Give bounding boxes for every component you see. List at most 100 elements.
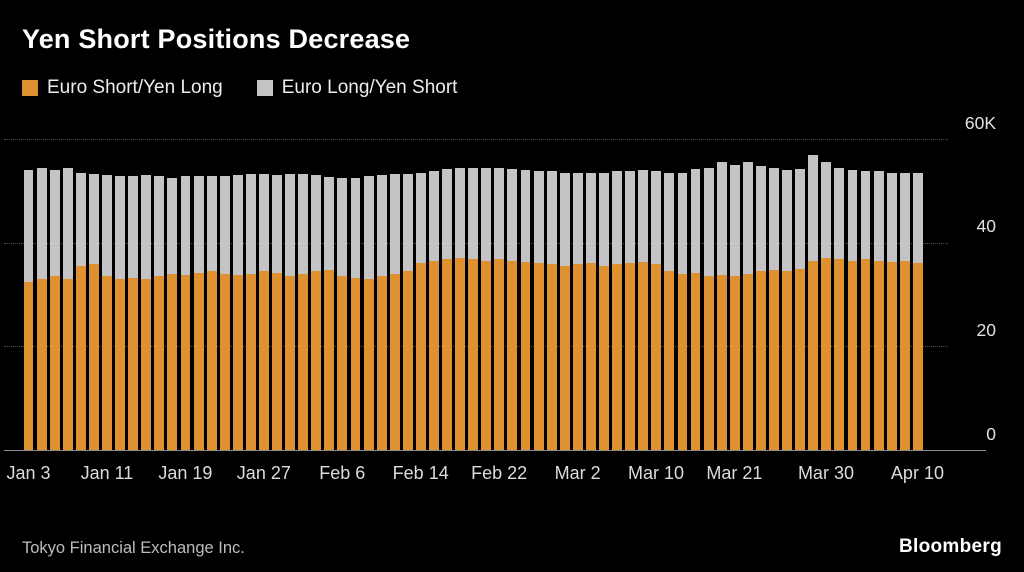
bar-segment-euro-short-yen-long — [141, 278, 152, 450]
bars-layer — [22, 139, 924, 450]
bar-segment-euro-short-yen-long — [429, 260, 439, 450]
bar-segment-euro-long-yen-short — [193, 176, 204, 273]
bar-jan-18 — [166, 139, 179, 450]
bar-feb-6 — [336, 139, 349, 450]
bar-segment-euro-long-yen-short — [899, 172, 910, 261]
y-axis: 60K 40 20 0 — [924, 114, 1002, 450]
bar-segment-euro-short-yen-long — [88, 264, 99, 450]
bar-segment-euro-short-yen-long — [219, 273, 230, 450]
bar-mar-9 — [637, 139, 650, 450]
bar-segment-euro-long-yen-short — [232, 175, 243, 275]
bar-segment-euro-short-yen-long — [128, 277, 139, 450]
bar-mar-13 — [663, 139, 676, 450]
gridline-60 — [4, 139, 948, 140]
bar-segment-euro-long-yen-short — [62, 167, 73, 279]
bar-segment-euro-short-yen-long — [102, 276, 112, 450]
bar-segment-euro-long-yen-short — [795, 168, 806, 269]
bar-apr-6 — [885, 139, 898, 450]
bar-mar-23 — [754, 139, 767, 450]
bar-segment-euro-long-yen-short — [442, 168, 452, 260]
bar-jan-26 — [244, 139, 257, 450]
bar-segment-euro-short-yen-long — [376, 276, 387, 450]
bar-feb-16 — [441, 139, 454, 450]
y-axis-label-60K: 60K — [964, 112, 996, 133]
chart-title: Yen Short Positions Decrease — [22, 24, 411, 54]
bloomberg-logo: Bloomberg — [899, 536, 1002, 557]
bar-mar-3 — [584, 139, 597, 450]
bar-segment-euro-short-yen-long — [755, 271, 766, 450]
x-axis-label-mar-30: Mar 30 — [797, 463, 854, 483]
x-axis-baseline — [4, 450, 986, 451]
bar-jan-12 — [114, 139, 127, 450]
bar-segment-euro-short-yen-long — [769, 269, 779, 450]
bar-feb-23 — [506, 139, 519, 450]
bar-segment-euro-short-yen-long — [677, 273, 688, 450]
bar-segment-euro-long-yen-short — [455, 167, 466, 259]
bar-segment-euro-short-yen-long — [245, 273, 256, 450]
bar-feb-3 — [323, 139, 336, 450]
legend-swatch-orange — [22, 80, 38, 96]
bar-segment-euro-long-yen-short — [36, 167, 47, 279]
x-axis-label-feb-22: Feb 22 — [471, 463, 528, 483]
bar-segment-euro-short-yen-long — [795, 268, 806, 450]
bar-segment-euro-short-yen-long — [638, 262, 649, 450]
bar-jan-9 — [74, 139, 87, 450]
x-axis-label-mar-2: Mar 2 — [554, 463, 601, 483]
bar-segment-euro-short-yen-long — [742, 273, 753, 450]
bar-mar-29 — [807, 139, 820, 450]
bar-feb-27 — [532, 139, 545, 450]
bar-segment-euro-long-yen-short — [468, 167, 479, 260]
bar-segment-euro-long-yen-short — [245, 174, 256, 274]
bar-segment-euro-short-yen-long — [481, 260, 492, 450]
bar-segment-euro-long-yen-short — [49, 170, 60, 277]
bar-segment-euro-long-yen-short — [886, 172, 897, 263]
bar-segment-euro-short-yen-long — [821, 258, 832, 450]
bar-segment-euro-long-yen-short — [141, 175, 152, 279]
bar-segment-euro-long-yen-short — [128, 176, 139, 278]
bar-mar-31 — [833, 139, 846, 450]
bar-jan-30 — [270, 139, 283, 450]
bar-jan-27 — [257, 139, 270, 450]
bar-segment-euro-long-yen-short — [625, 171, 636, 264]
bar-feb-21 — [480, 139, 493, 450]
bar-apr-4 — [859, 139, 872, 450]
chart-block: Jan 3 Jan 11 Jan 19 Jan 27 Feb 6 Feb 14 Feb 22… — [4, 114, 1002, 490]
bar-segment-euro-short-yen-long — [167, 273, 178, 450]
bar-apr-5 — [872, 139, 885, 450]
bar-segment-euro-short-yen-long — [599, 266, 609, 450]
legend-label: Euro Long/Yen Short — [281, 77, 458, 98]
bar-jan-25 — [231, 139, 244, 450]
bar-segment-euro-short-yen-long — [36, 278, 47, 450]
bar-mar-14 — [676, 139, 689, 450]
bar-segment-euro-short-yen-long — [455, 258, 466, 450]
bar-segment-euro-long-yen-short — [651, 171, 662, 265]
bar-segment-euro-short-yen-long — [389, 273, 400, 450]
bar-segment-euro-long-yen-short — [88, 174, 99, 265]
bar-segment-euro-long-yen-short — [677, 172, 688, 274]
bar-segment-euro-short-yen-long — [559, 266, 570, 450]
bar-segment-euro-short-yen-long — [494, 259, 505, 450]
bar-mar-28 — [794, 139, 807, 450]
bar-segment-euro-long-yen-short — [494, 167, 505, 260]
bar-mar-21 — [728, 139, 741, 450]
bar-segment-euro-long-yen-short — [167, 177, 178, 274]
legend: Euro Short/Yen Long Euro Long/Yen Short — [22, 77, 1002, 99]
bar-segment-euro-long-yen-short — [180, 176, 191, 275]
bar-mar-7 — [611, 139, 624, 450]
bar-segment-euro-long-yen-short — [285, 174, 296, 277]
bar-segment-euro-short-yen-long — [546, 264, 557, 450]
bar-feb-13 — [401, 139, 414, 450]
bar-jan-13 — [127, 139, 140, 450]
bar-segment-euro-short-yen-long — [180, 274, 191, 450]
bar-feb-2 — [310, 139, 323, 450]
bar-segment-euro-long-yen-short — [546, 171, 557, 265]
bar-segment-euro-short-yen-long — [886, 262, 897, 450]
bar-segment-euro-short-yen-long — [834, 259, 845, 450]
bar-feb-17 — [454, 139, 467, 450]
bar-segment-euro-short-yen-long — [533, 263, 544, 450]
bar-jan-31 — [284, 139, 297, 450]
bar-segment-euro-short-yen-long — [285, 276, 296, 450]
bar-segment-euro-long-yen-short — [415, 172, 426, 264]
legend-label: Euro Short/Yen Long — [47, 77, 223, 98]
